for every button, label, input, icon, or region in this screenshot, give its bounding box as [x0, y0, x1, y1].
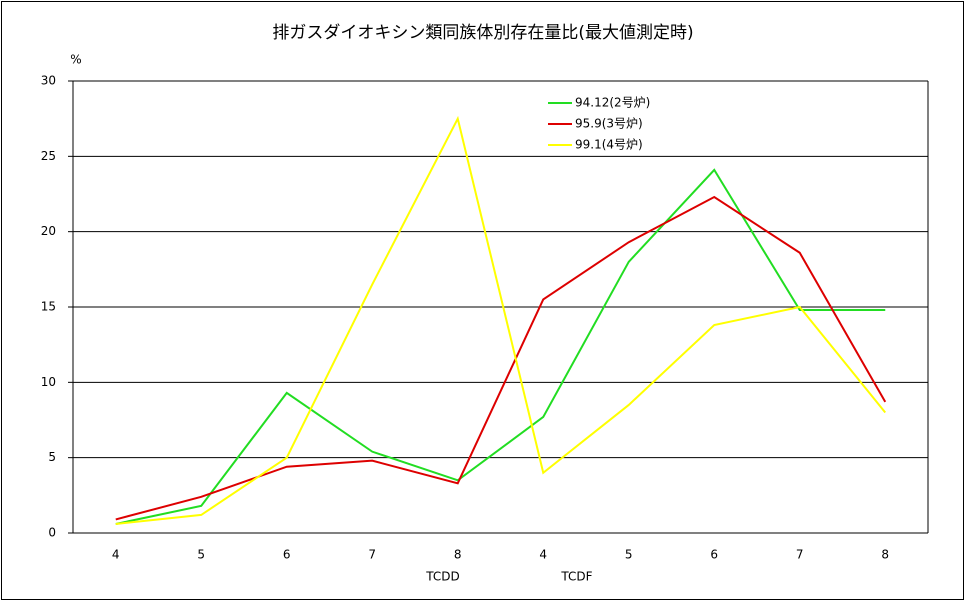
- series-line: [115, 168, 886, 525]
- x-tick-label: 5: [625, 548, 633, 562]
- x-tick-label: 8: [454, 548, 462, 562]
- series-line: [115, 195, 887, 521]
- y-tick-label: 0: [48, 526, 56, 540]
- x-tick-label: 8: [881, 548, 889, 562]
- y-tick-label: 25: [41, 149, 56, 163]
- legend-label: 95.9(3号炉): [575, 117, 643, 131]
- x-tick-label: 7: [368, 548, 376, 562]
- y-tick-label: 10: [41, 375, 56, 389]
- x-tick-label: 6: [283, 548, 291, 562]
- series-line: [115, 115, 887, 525]
- x-tick-label: 5: [197, 548, 205, 562]
- x-tick-label: 4: [539, 548, 547, 562]
- group-label: TCDD: [425, 570, 460, 584]
- y-tick-label: 20: [41, 224, 56, 238]
- x-tick-label: 7: [796, 548, 804, 562]
- chart-title: 排ガスダイオキシン類同族体別存在量比(最大値測定時): [272, 23, 693, 43]
- y-unit: %: [70, 53, 81, 67]
- y-tick-label: 15: [41, 300, 56, 314]
- x-tick-label: 6: [710, 548, 718, 562]
- y-tick-label: 5: [48, 450, 56, 464]
- x-tick-label: 4: [112, 548, 120, 562]
- y-tick-label: 30: [41, 74, 56, 88]
- group-label: TCDF: [560, 570, 592, 584]
- legend-label: 94.12(2号炉): [575, 96, 650, 110]
- legend-label: 99.1(4号炉): [575, 138, 643, 152]
